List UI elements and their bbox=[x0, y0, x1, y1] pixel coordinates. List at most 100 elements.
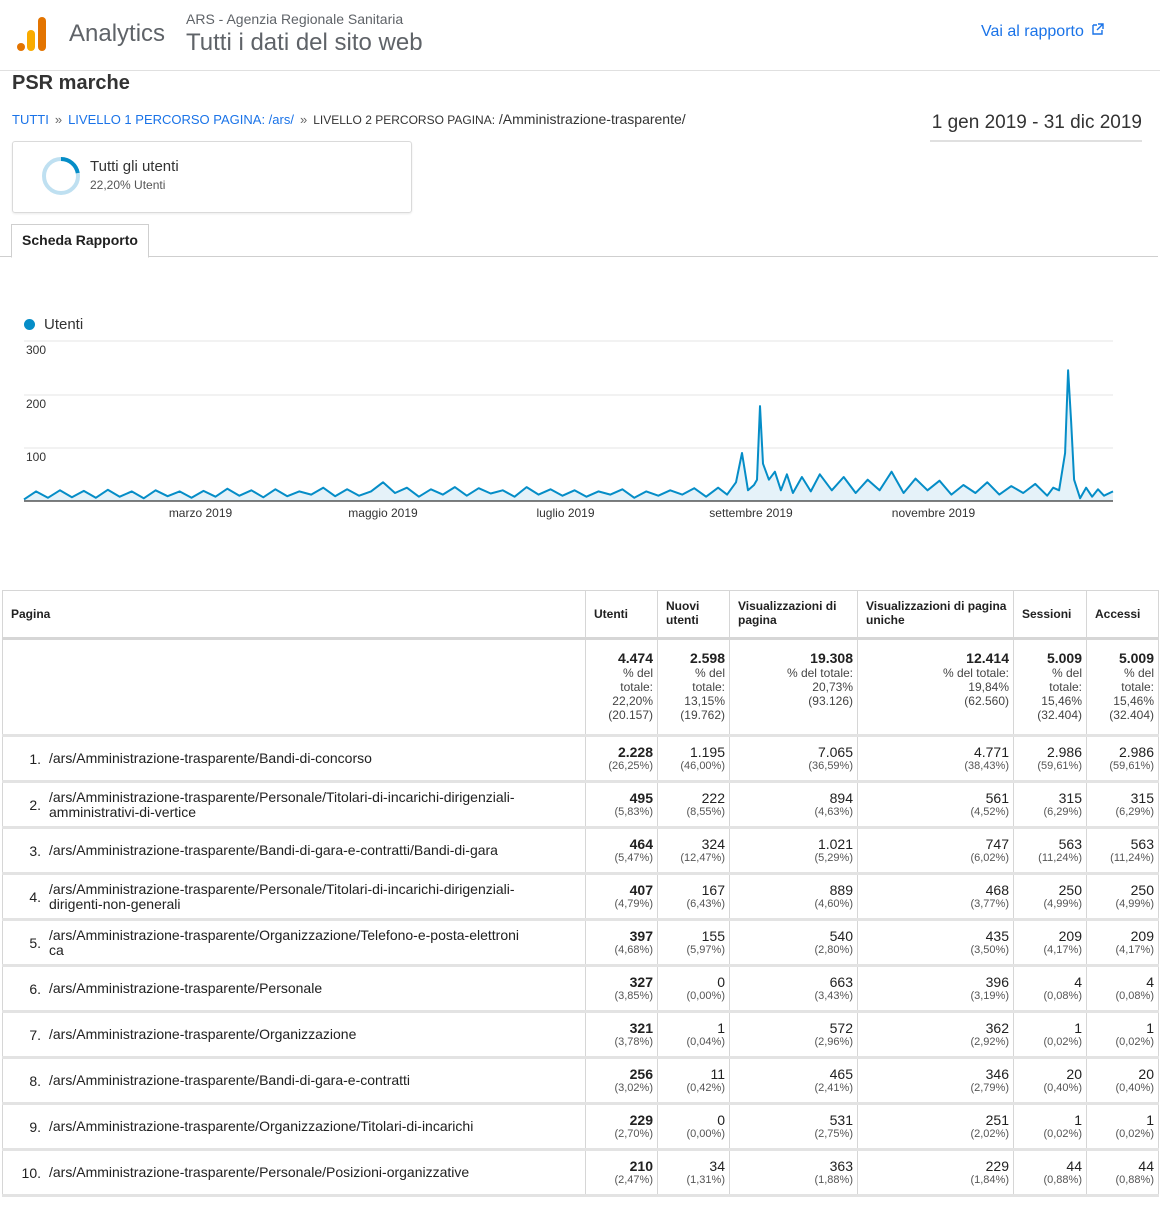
metric-cell: 663 (3,43%) bbox=[729, 965, 858, 1013]
metric-value: 44 bbox=[1066, 1158, 1082, 1174]
metric-cell: 7.065 (36,59%) bbox=[729, 735, 858, 783]
metric-percentage: (0,02%) bbox=[1043, 1036, 1082, 1048]
page-path-line: /ars/Amministrazione-trasparente/Bandi-d… bbox=[49, 750, 372, 766]
y-tick-label: 300 bbox=[26, 343, 47, 357]
totals-subtext: % del bbox=[694, 666, 725, 680]
metric-value: 251 bbox=[985, 1112, 1009, 1128]
page-path-link[interactable]: /ars/Amministrazione-trasparente/Persona… bbox=[49, 981, 322, 996]
page-path-link[interactable]: /ars/Amministrazione-trasparente/Persona… bbox=[49, 1165, 469, 1180]
metric-cell: 531 (2,75%) bbox=[729, 1103, 858, 1151]
view-name[interactable]: Tutti i dati del sito web bbox=[186, 29, 423, 56]
page-path-link[interactable]: /ars/Amministrazione-trasparente/Organiz… bbox=[49, 927, 519, 958]
row-index: 3. bbox=[29, 842, 41, 859]
row-index: 8. bbox=[29, 1072, 41, 1089]
chart-legend-label: Utenti bbox=[44, 316, 84, 333]
metric-percentage: (2,79%) bbox=[970, 1082, 1009, 1094]
breadcrumb-root[interactable]: TUTTI bbox=[12, 112, 49, 127]
column-header-visualizzazioni[interactable]: Visualizzazioni di pagina bbox=[729, 590, 858, 640]
metric-percentage: (0,02%) bbox=[1115, 1036, 1154, 1048]
metric-value: 464 bbox=[629, 836, 653, 852]
metric-percentage: (2,41%) bbox=[814, 1082, 853, 1094]
metric-value: 324 bbox=[701, 836, 725, 852]
column-header-sessioni[interactable]: Sessioni bbox=[1013, 590, 1087, 640]
metric-cell: 572 (2,96%) bbox=[729, 1011, 858, 1059]
page-cell: 9. /ars/Amministrazione-trasparente/Organ… bbox=[2, 1103, 586, 1151]
metric-percentage: (2,80%) bbox=[814, 944, 853, 956]
metric-percentage: (0,04%) bbox=[686, 1036, 725, 1048]
metric-cell: 363 (1,88%) bbox=[729, 1149, 858, 1197]
metric-cell: 561 (4,52%) bbox=[857, 781, 1014, 829]
open-report-label: Vai al rapporto bbox=[981, 23, 1084, 40]
metric-percentage: (3,19%) bbox=[970, 990, 1009, 1002]
page-path-link[interactable]: /ars/Amministrazione-trasparente/Persona… bbox=[49, 881, 515, 912]
totals-value: 19.308 bbox=[810, 650, 853, 666]
metric-cell: 250 (4,99%) bbox=[1086, 873, 1159, 921]
page-path-link[interactable]: /ars/Amministrazione-trasparente/Bandi-d… bbox=[49, 751, 372, 766]
metric-cell: 1.021 (5,29%) bbox=[729, 827, 858, 875]
page-path-line: /ars/Amministrazione-trasparente/Bandi-d… bbox=[49, 842, 498, 858]
page-path-line: /ars/Amministrazione-trasparente/Bandi-d… bbox=[49, 1072, 411, 1088]
totals-subtext: (20.157) bbox=[608, 708, 653, 722]
open-report-link[interactable]: Vai al rapporto bbox=[981, 23, 1104, 41]
column-header-utenti[interactable]: Utenti bbox=[585, 590, 658, 640]
metric-percentage: (2,47%) bbox=[614, 1174, 653, 1186]
x-tick-label: maggio 2019 bbox=[348, 506, 418, 520]
metric-cell: 229 (1,84%) bbox=[857, 1149, 1014, 1197]
metric-value: 1.195 bbox=[689, 744, 725, 760]
table-row: 4. /ars/Amministrazione-trasparente/Perso… bbox=[2, 873, 1159, 921]
external-link-icon bbox=[1092, 23, 1104, 35]
row-index: 6. bbox=[29, 980, 41, 997]
metric-cell: 1 (0,04%) bbox=[657, 1011, 730, 1059]
page-path-link[interactable]: /ars/Amministrazione-trasparente/Bandi-d… bbox=[49, 843, 498, 858]
metric-cell: 407 (4,79%) bbox=[585, 873, 658, 921]
date-range-picker[interactable]: 1 gen 2019 - 31 dic 2019 bbox=[930, 112, 1142, 142]
breadcrumb-separator: » bbox=[299, 112, 308, 127]
metric-percentage: (26,25%) bbox=[608, 760, 653, 772]
metric-cell: 464 (5,47%) bbox=[585, 827, 658, 875]
totals-subtext: % del totale: bbox=[942, 666, 1009, 680]
metric-cell: 20 (0,40%) bbox=[1013, 1057, 1087, 1105]
page-path-link[interactable]: /ars/Amministrazione-trasparente/Bandi-d… bbox=[49, 1073, 410, 1088]
data-table-container: Pagina Utenti Nuovi utenti Visualizzazio… bbox=[2, 590, 1159, 1197]
column-header-accessi[interactable]: Accessi bbox=[1086, 590, 1159, 640]
metric-value: 747 bbox=[985, 836, 1009, 852]
metric-value: 209 bbox=[1130, 928, 1154, 944]
segment-donut-icon bbox=[42, 157, 80, 195]
metric-value: 327 bbox=[629, 974, 653, 990]
tab-report[interactable]: Scheda Rapporto bbox=[11, 224, 149, 258]
segment-card[interactable]: Tutti gli utenti 22,20% Utenti bbox=[12, 141, 412, 213]
metric-cell: 321 (3,78%) bbox=[585, 1011, 658, 1059]
metric-value: 34 bbox=[709, 1158, 725, 1174]
table-row: 5. /ars/Amministrazione-trasparente/Organ… bbox=[2, 919, 1159, 967]
line-chart[interactable] bbox=[0, 330, 1160, 560]
metric-percentage: (59,61%) bbox=[1109, 760, 1154, 772]
metric-value: 2.228 bbox=[617, 744, 653, 760]
totals-subtext: 15,46% bbox=[1113, 694, 1154, 708]
totals-subtext: 13,15% bbox=[684, 694, 725, 708]
metric-percentage: (4,68%) bbox=[614, 944, 653, 956]
metric-cell: 250 (4,99%) bbox=[1013, 873, 1087, 921]
metric-value: 1 bbox=[1146, 1112, 1154, 1128]
page-path-link[interactable]: /ars/Amministrazione-trasparente/Persona… bbox=[49, 789, 515, 820]
page-cell: 10. /ars/Amministrazione-trasparente/Pers… bbox=[2, 1149, 586, 1197]
page-path-link[interactable]: /ars/Amministrazione-trasparente/Organiz… bbox=[49, 1027, 356, 1042]
metric-percentage: (3,77%) bbox=[970, 898, 1009, 910]
column-header-visualizzazioni-uniche[interactable]: Visualizzazioni di pagina uniche bbox=[857, 590, 1014, 640]
metric-percentage: (8,55%) bbox=[686, 806, 725, 818]
totals-subtext: totale: bbox=[1049, 680, 1082, 694]
metric-value: 407 bbox=[629, 882, 653, 898]
metric-value: 20 bbox=[1066, 1066, 1082, 1082]
table-row: 10. /ars/Amministrazione-trasparente/Pers… bbox=[2, 1149, 1159, 1197]
metric-cell: 362 (2,92%) bbox=[857, 1011, 1014, 1059]
page-path-link[interactable]: /ars/Amministrazione-trasparente/Organiz… bbox=[49, 1119, 473, 1134]
metric-cell: 155 (5,97%) bbox=[657, 919, 730, 967]
metric-value: 315 bbox=[1058, 790, 1082, 806]
segment-name: Tutti gli utenti bbox=[90, 158, 179, 175]
metric-cell: 2.986 (59,61%) bbox=[1013, 735, 1087, 783]
breadcrumb-level1[interactable]: LIVELLO 1 PERCORSO PAGINA: /ars/ bbox=[68, 112, 294, 127]
column-header-nuovi-utenti[interactable]: Nuovi utenti bbox=[657, 590, 730, 640]
column-header-pagina[interactable]: Pagina bbox=[2, 590, 586, 640]
metric-value: 4 bbox=[1146, 974, 1154, 990]
page-path-line: /ars/Amministrazione-trasparente/Persona… bbox=[49, 980, 323, 996]
table-header-row: Pagina Utenti Nuovi utenti Visualizzazio… bbox=[2, 590, 1159, 640]
